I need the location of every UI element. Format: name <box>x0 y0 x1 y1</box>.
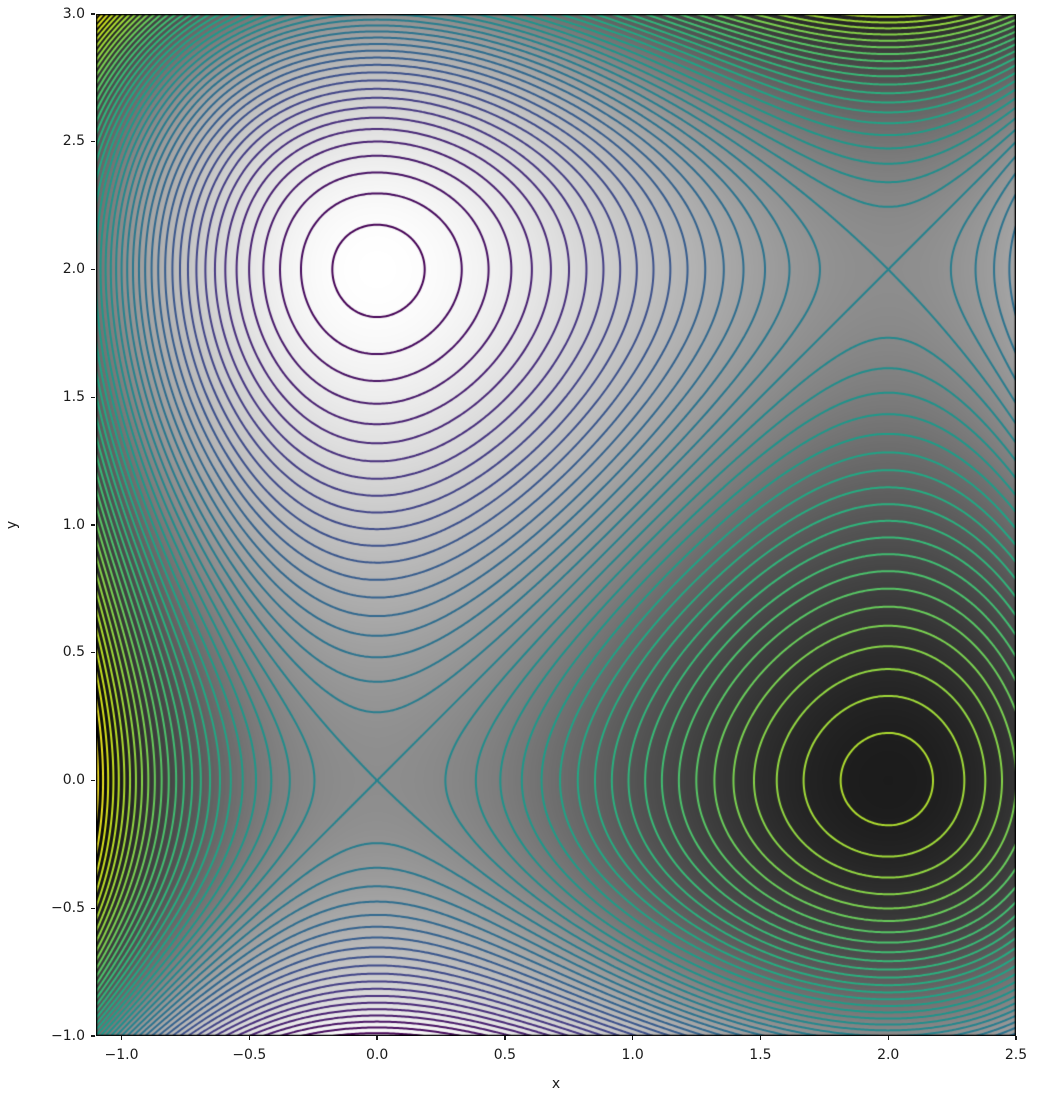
y-tick-mark <box>91 1035 95 1037</box>
x-tick-mark <box>504 1036 506 1040</box>
x-tick-mark <box>759 1036 762 1040</box>
x-tick-label: −0.5 <box>232 1047 267 1063</box>
y-tick-mark <box>91 907 95 909</box>
x-tick-mark <box>1015 1036 1017 1040</box>
contour-plot-canvas <box>96 14 1016 1036</box>
y-tick-label: 2.0 <box>62 261 85 277</box>
x-axis-label: x <box>551 1076 561 1092</box>
x-tick-mark <box>632 1036 634 1040</box>
y-tick-label: 3.0 <box>62 5 85 22</box>
y-tick-label: 0.5 <box>62 644 85 661</box>
y-tick-label: 1.5 <box>62 388 85 405</box>
x-tick-label: 2.0 <box>877 1047 900 1063</box>
x-tick-label: 1.5 <box>749 1047 772 1063</box>
x-tick-label: 0.0 <box>365 1047 389 1063</box>
y-tick-mark <box>91 396 95 398</box>
x-tick-mark <box>248 1036 250 1040</box>
x-tick-label: 0.5 <box>493 1047 516 1063</box>
x-tick-mark <box>376 1036 378 1040</box>
y-tick-mark <box>91 268 95 271</box>
x-tick-mark <box>887 1036 889 1040</box>
x-tick-label: −1.0 <box>104 1047 139 1063</box>
y-tick-mark <box>91 779 95 782</box>
y-tick-mark <box>91 652 95 654</box>
y-tick-label: −0.5 <box>51 899 85 916</box>
y-tick-mark <box>91 13 95 15</box>
y-tick-label: −1.0 <box>51 1027 85 1044</box>
y-tick-label: 1.0 <box>62 516 85 533</box>
y-tick-mark <box>91 524 95 526</box>
y-tick-label: 0.0 <box>62 772 85 788</box>
y-axis-label: y <box>4 520 20 530</box>
x-tick-mark <box>120 1036 123 1040</box>
x-tick-label: 1.0 <box>621 1047 644 1063</box>
x-tick-label: 2.5 <box>1004 1047 1028 1063</box>
y-tick-label: 2.5 <box>62 133 85 150</box>
y-tick-mark <box>91 141 95 143</box>
